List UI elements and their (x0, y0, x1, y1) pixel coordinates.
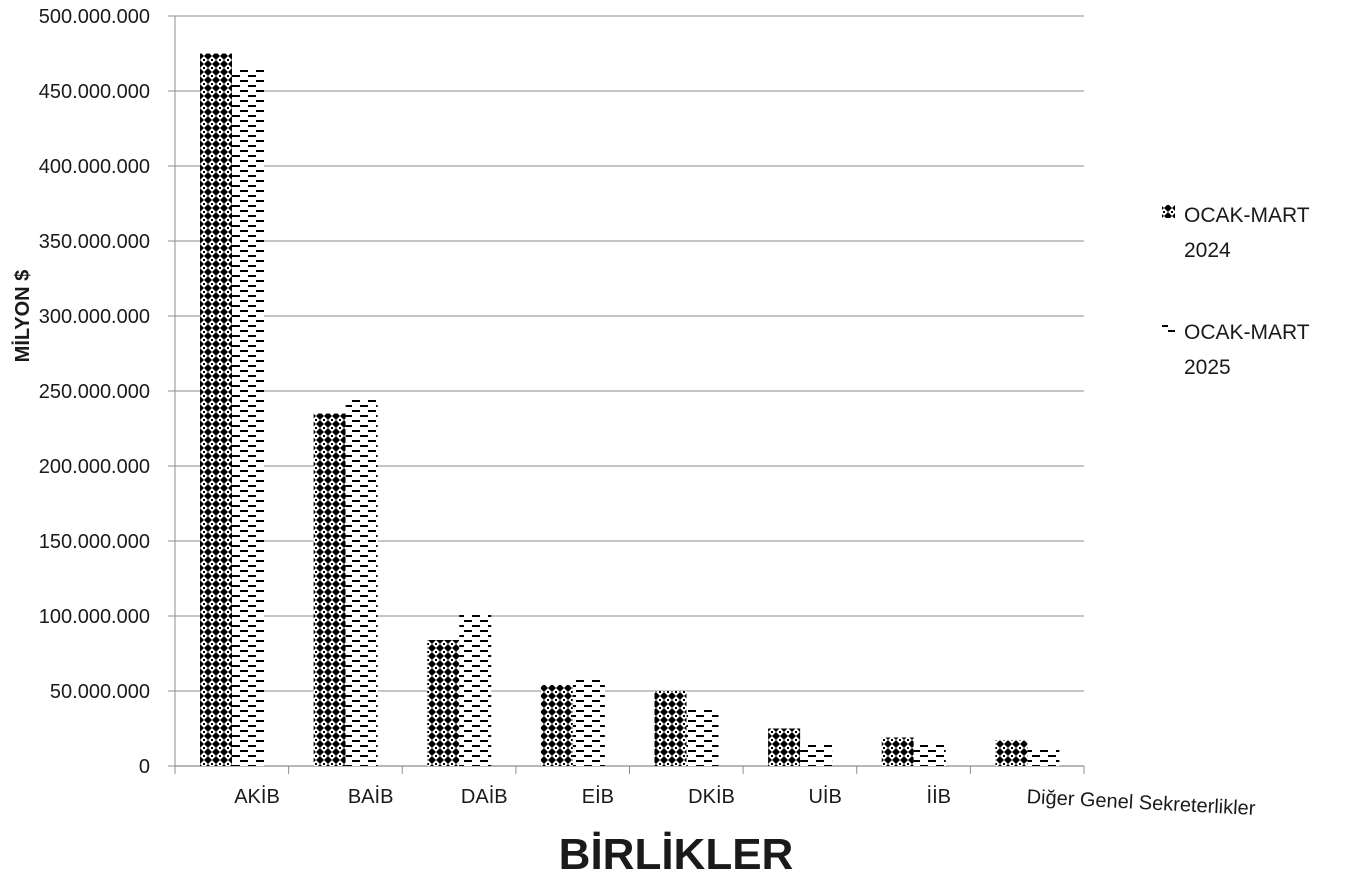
legend-swatch-2025 (1162, 322, 1175, 335)
x-category-label: BAİB (348, 785, 394, 808)
bar-2024-5 (768, 728, 801, 766)
y-axis-label: MİLYON $ (11, 270, 34, 363)
x-category-label: EİB (582, 785, 614, 808)
bar-2024-6 (881, 737, 914, 766)
x-axis-label: BİRLİKLER (559, 830, 794, 876)
labels: 0 50.000.000 100.000.000 150.000.000 200.000… (39, 6, 1256, 820)
bars (200, 53, 1060, 766)
bar-2025-4 (686, 709, 719, 766)
bar-2025-3 (572, 677, 605, 766)
bar-2024-1 (313, 413, 346, 766)
y-tick-label: 400.000.000 (39, 156, 150, 178)
bar-2024-7 (995, 740, 1028, 766)
legend-label-2024: OCAK-MART 2024 (1184, 204, 1310, 262)
x-category-label: İİB (927, 785, 951, 808)
y-tick-label: 450.000.000 (39, 81, 150, 103)
legend-label-2025: OCAK-MART 2025 (1184, 321, 1310, 379)
axes (168, 15, 1085, 774)
bar-2025-6 (913, 742, 946, 766)
bar-2025-2 (459, 613, 492, 766)
legend-swatch-2024 (1162, 205, 1175, 218)
y-tick-label: 200.000.000 (39, 456, 150, 478)
bar-2025-0 (232, 68, 264, 766)
x-category-label: AKİB (234, 785, 280, 808)
bar-2024-2 (427, 640, 460, 766)
y-tick-label: 350.000.000 (39, 231, 150, 253)
bar-2024-0 (200, 53, 232, 766)
y-tick-label: 50.000.000 (50, 681, 150, 703)
x-category-label: DKİB (688, 785, 735, 808)
legend: OCAK-MART 2024 OCAK-MART 2025 (1162, 204, 1310, 379)
x-category-label: DAİB (461, 785, 508, 808)
x-category-label: Diğer Genel Sekreterlikler (1026, 786, 1256, 820)
bar-2025-5 (800, 742, 833, 766)
bar-2024-3 (540, 685, 573, 766)
gridlines (175, 15, 1084, 692)
x-category-label: UİB (808, 785, 841, 808)
y-tick-label: 500.000.000 (39, 6, 150, 28)
y-tick-label: 300.000.000 (39, 306, 150, 328)
y-tick-label: 0 (139, 756, 150, 778)
y-tick-label: 250.000.000 (39, 381, 150, 403)
bar-2024-4 (654, 691, 687, 766)
bar-2025-1 (345, 397, 378, 766)
y-tick-label: 100.000.000 (39, 606, 150, 628)
y-tick-label: 150.000.000 (39, 531, 150, 553)
bar-2025-7 (1027, 749, 1060, 766)
